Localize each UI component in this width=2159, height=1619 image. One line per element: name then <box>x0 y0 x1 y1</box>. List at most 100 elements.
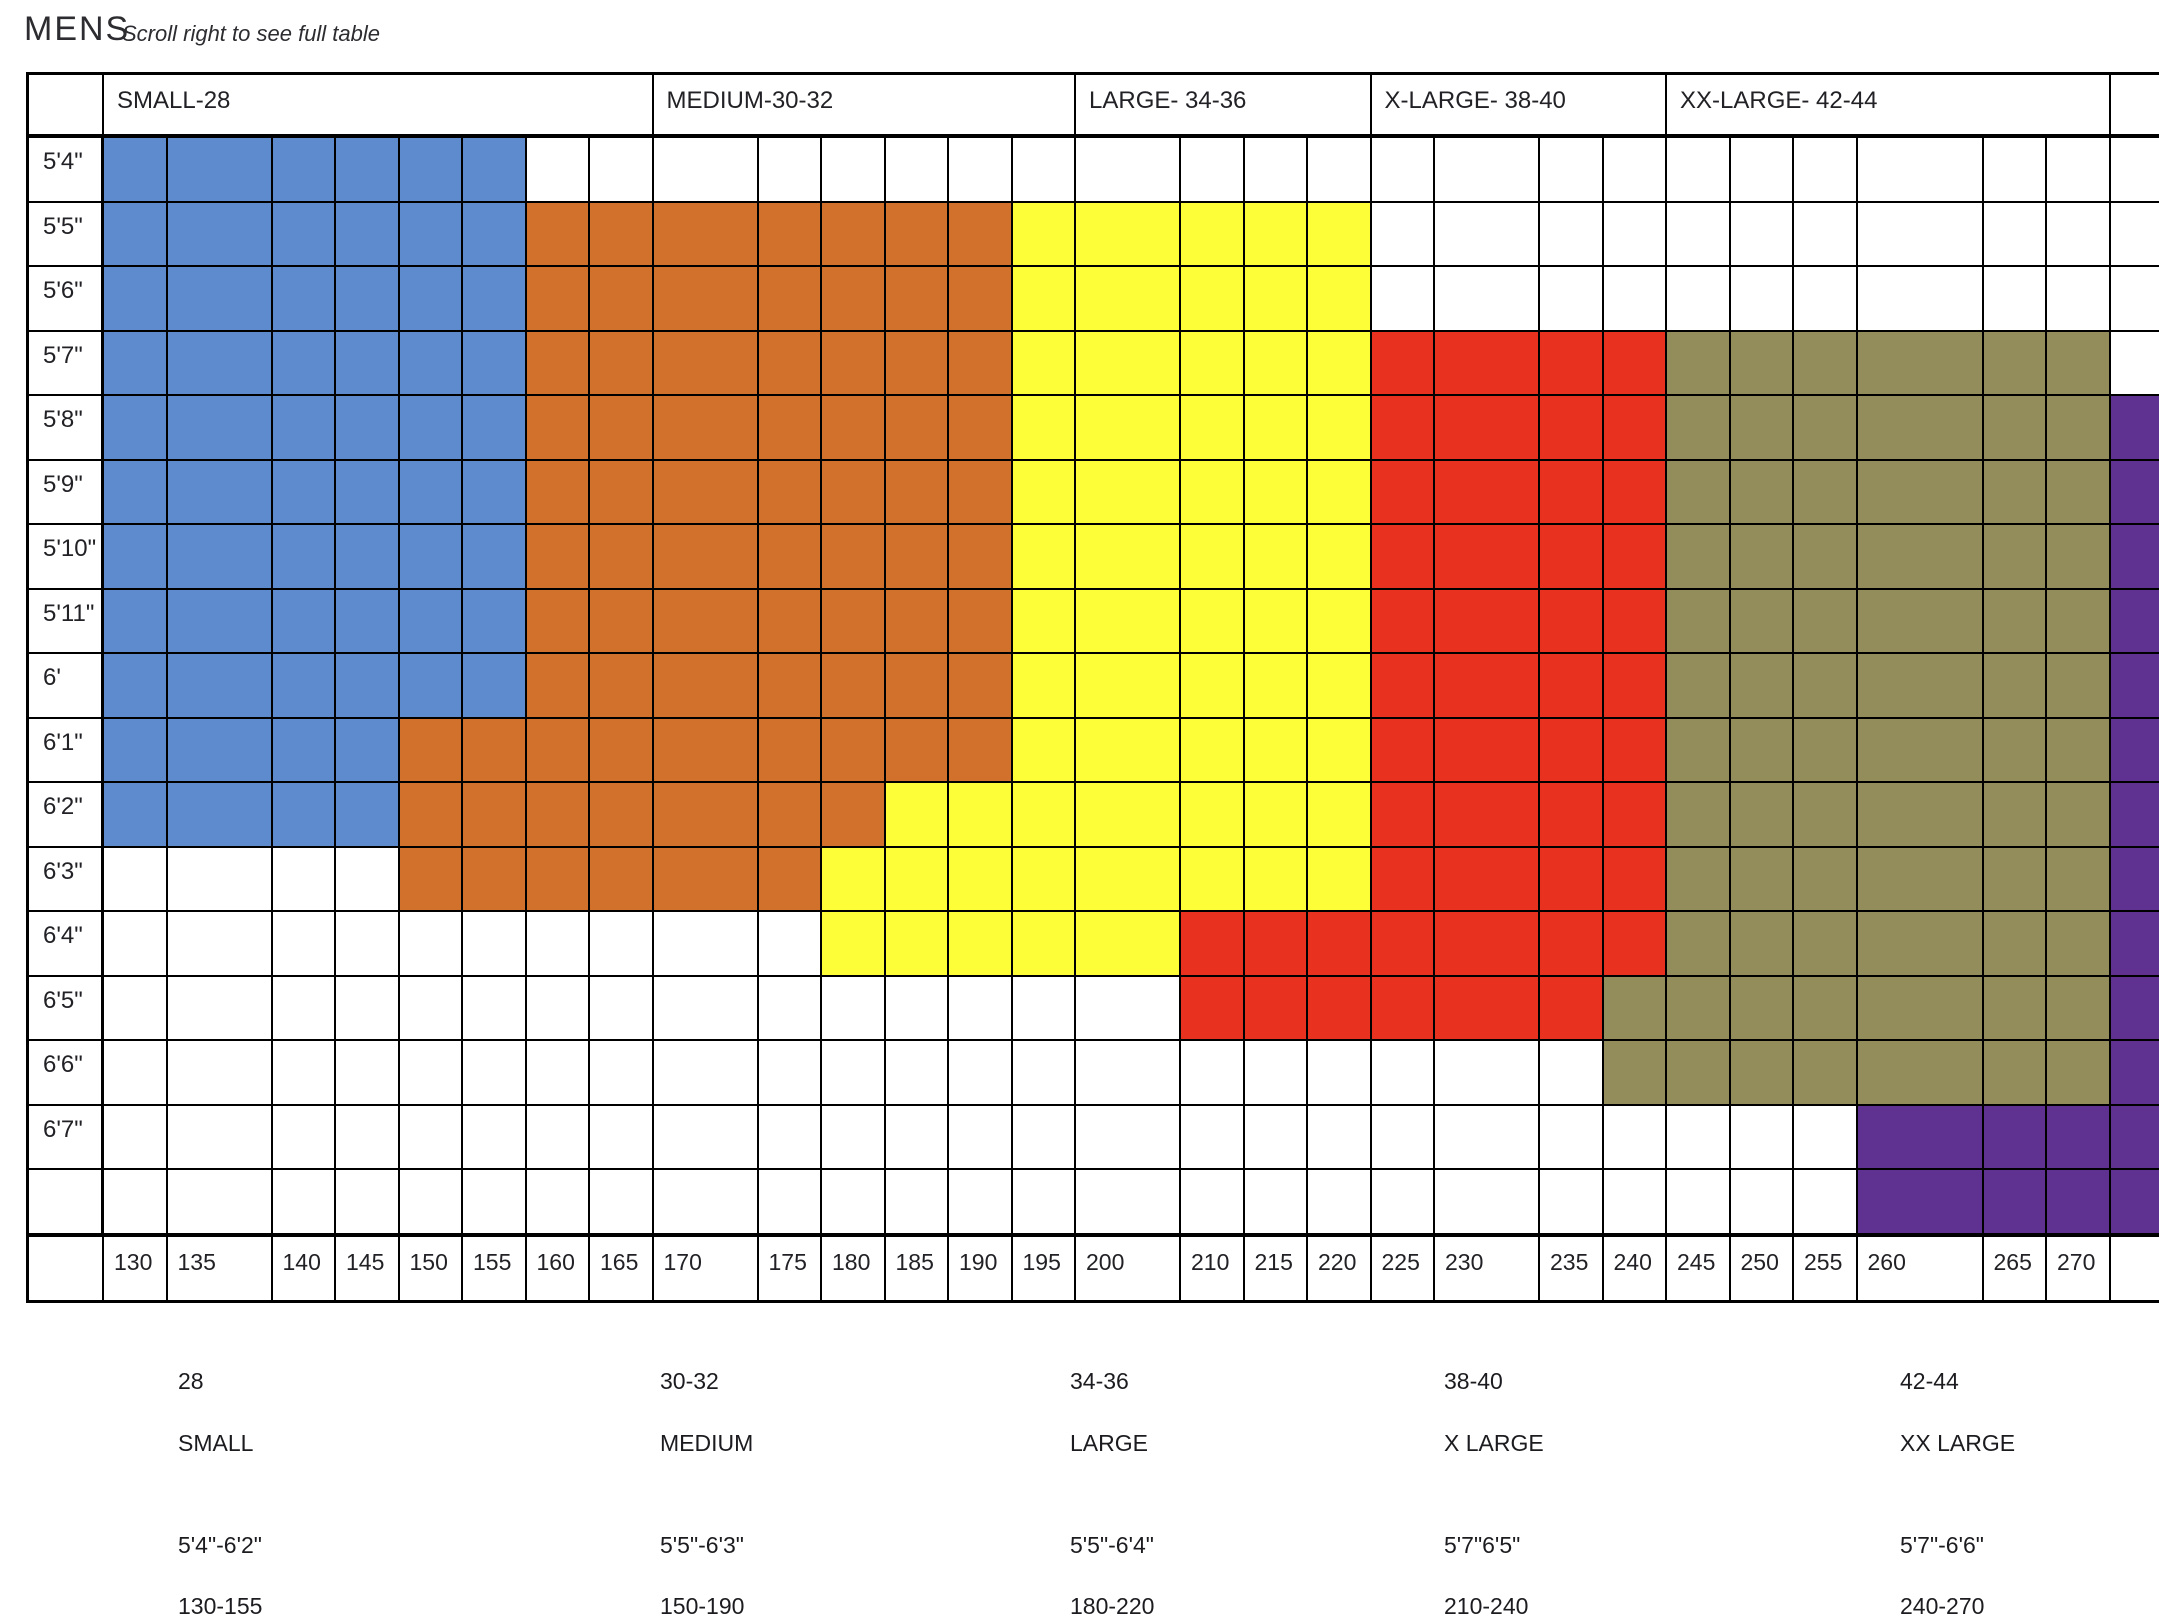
grid-cell <box>1244 783 1306 846</box>
grid-cell <box>104 654 166 717</box>
grid-cell <box>885 783 947 846</box>
grid-cell <box>526 847 588 910</box>
grid-cell <box>526 783 588 846</box>
grid-cell <box>590 1041 652 1104</box>
grid-cell <box>463 1170 525 1233</box>
grid-cell <box>1730 331 1792 394</box>
grid-cell <box>885 912 947 975</box>
grid-cell <box>167 460 271 523</box>
weight-column-label: 190 <box>949 1234 1011 1300</box>
grid-cell <box>1012 912 1074 975</box>
grid-cell <box>1308 525 1370 588</box>
grid-cell <box>1540 783 1602 846</box>
grid-cell <box>272 202 334 265</box>
grid-cell <box>2047 1170 2109 1233</box>
grid-cell <box>526 138 588 201</box>
grid-cell <box>272 267 334 330</box>
grid-cell <box>2047 331 2109 394</box>
grid-cell <box>2110 331 2159 394</box>
weight-column-label: 160 <box>526 1234 588 1300</box>
summary-weight-range: 150-190 <box>660 1593 745 1619</box>
weight-column-label: 165 <box>590 1234 652 1300</box>
grid-cell <box>272 525 334 588</box>
grid-cell <box>336 396 398 459</box>
summary-height-range: 5'5"-6'3" <box>660 1532 744 1558</box>
grid-cell <box>1603 460 1665 523</box>
grid-cell <box>526 460 588 523</box>
grid-cell <box>885 267 947 330</box>
grid-cell <box>463 396 525 459</box>
grid-cell <box>2047 783 2109 846</box>
grid-cell <box>758 525 820 588</box>
grid-cell <box>1603 1105 1665 1168</box>
grid-cell <box>758 976 820 1039</box>
grid-cell <box>463 202 525 265</box>
grid-cell <box>1435 783 1538 846</box>
grid-cell <box>1371 267 1433 330</box>
grid-cell <box>758 396 820 459</box>
grid-cell <box>758 202 820 265</box>
grid-cell <box>167 718 271 781</box>
grid-cell <box>949 589 1011 652</box>
grid-cell <box>1076 138 1179 201</box>
summary-waist-size: 38-40 <box>1444 1368 1503 1394</box>
grid-cell <box>1076 267 1179 330</box>
grid-cell <box>1012 1105 1074 1168</box>
summary-size-name: X LARGE <box>1444 1430 1544 1456</box>
grid-cell <box>885 1105 947 1168</box>
weight-column-label: 200 <box>1076 1234 1179 1300</box>
height-row-label: 5'9" <box>29 460 102 523</box>
grid-cell <box>653 1105 757 1168</box>
grid-cell <box>822 783 884 846</box>
grid-cell <box>822 1170 884 1233</box>
grid-cell <box>1540 718 1602 781</box>
grid-cell <box>1244 847 1306 910</box>
height-row-label: 5'11" <box>29 589 102 652</box>
summary-height-range: 5'5"-6'4" <box>1070 1532 1154 1558</box>
grid-cell <box>653 202 757 265</box>
grid-cell <box>1857 1105 1982 1168</box>
grid-cell <box>1371 525 1433 588</box>
grid-cell <box>1371 202 1433 265</box>
grid-cell <box>104 589 166 652</box>
size-group-header: SMALL-28 <box>104 75 652 136</box>
grid-cell <box>1371 912 1433 975</box>
grid-cell <box>1244 912 1306 975</box>
grid-cell <box>272 331 334 394</box>
grid-cell <box>653 1041 757 1104</box>
grid-cell <box>1012 267 1074 330</box>
grid-cell <box>1857 138 1982 201</box>
grid-cell <box>1540 396 1602 459</box>
grid-cell <box>463 912 525 975</box>
grid-cell <box>1667 1170 1729 1233</box>
grid-cell <box>1308 202 1370 265</box>
grid-cell <box>1603 589 1665 652</box>
grid-cell <box>2047 847 2109 910</box>
grid-cell <box>336 718 398 781</box>
grid-cell <box>1012 783 1074 846</box>
grid-cell <box>1244 718 1306 781</box>
grid-cell <box>1603 1170 1665 1233</box>
grid-cell <box>2047 718 2109 781</box>
grid-cell <box>1244 1105 1306 1168</box>
grid-cell <box>1435 912 1538 975</box>
grid-cell <box>1076 525 1179 588</box>
grid-cell <box>1244 202 1306 265</box>
height-row-label: 6'5" <box>29 976 102 1039</box>
grid-cell <box>167 1170 271 1233</box>
grid-cell <box>167 202 271 265</box>
grid-cell <box>949 525 1011 588</box>
weight-overflow-cell <box>2110 1234 2159 1300</box>
grid-cell <box>949 331 1011 394</box>
height-row-label: 5'6" <box>29 267 102 330</box>
grid-cell <box>949 460 1011 523</box>
mens-size-table[interactable]: SMALL-28 MEDIUM-30-32 LARGE- 34-36 X-LARGE-… <box>26 72 2159 1303</box>
grid-cell <box>1667 783 1729 846</box>
grid-cell <box>1244 654 1306 717</box>
grid-cell <box>2110 976 2159 1039</box>
grid-cell <box>1540 1105 1602 1168</box>
grid-cell <box>758 1105 820 1168</box>
weight-column-label: 270 <box>2047 1234 2109 1300</box>
grid-cell <box>1244 138 1306 201</box>
